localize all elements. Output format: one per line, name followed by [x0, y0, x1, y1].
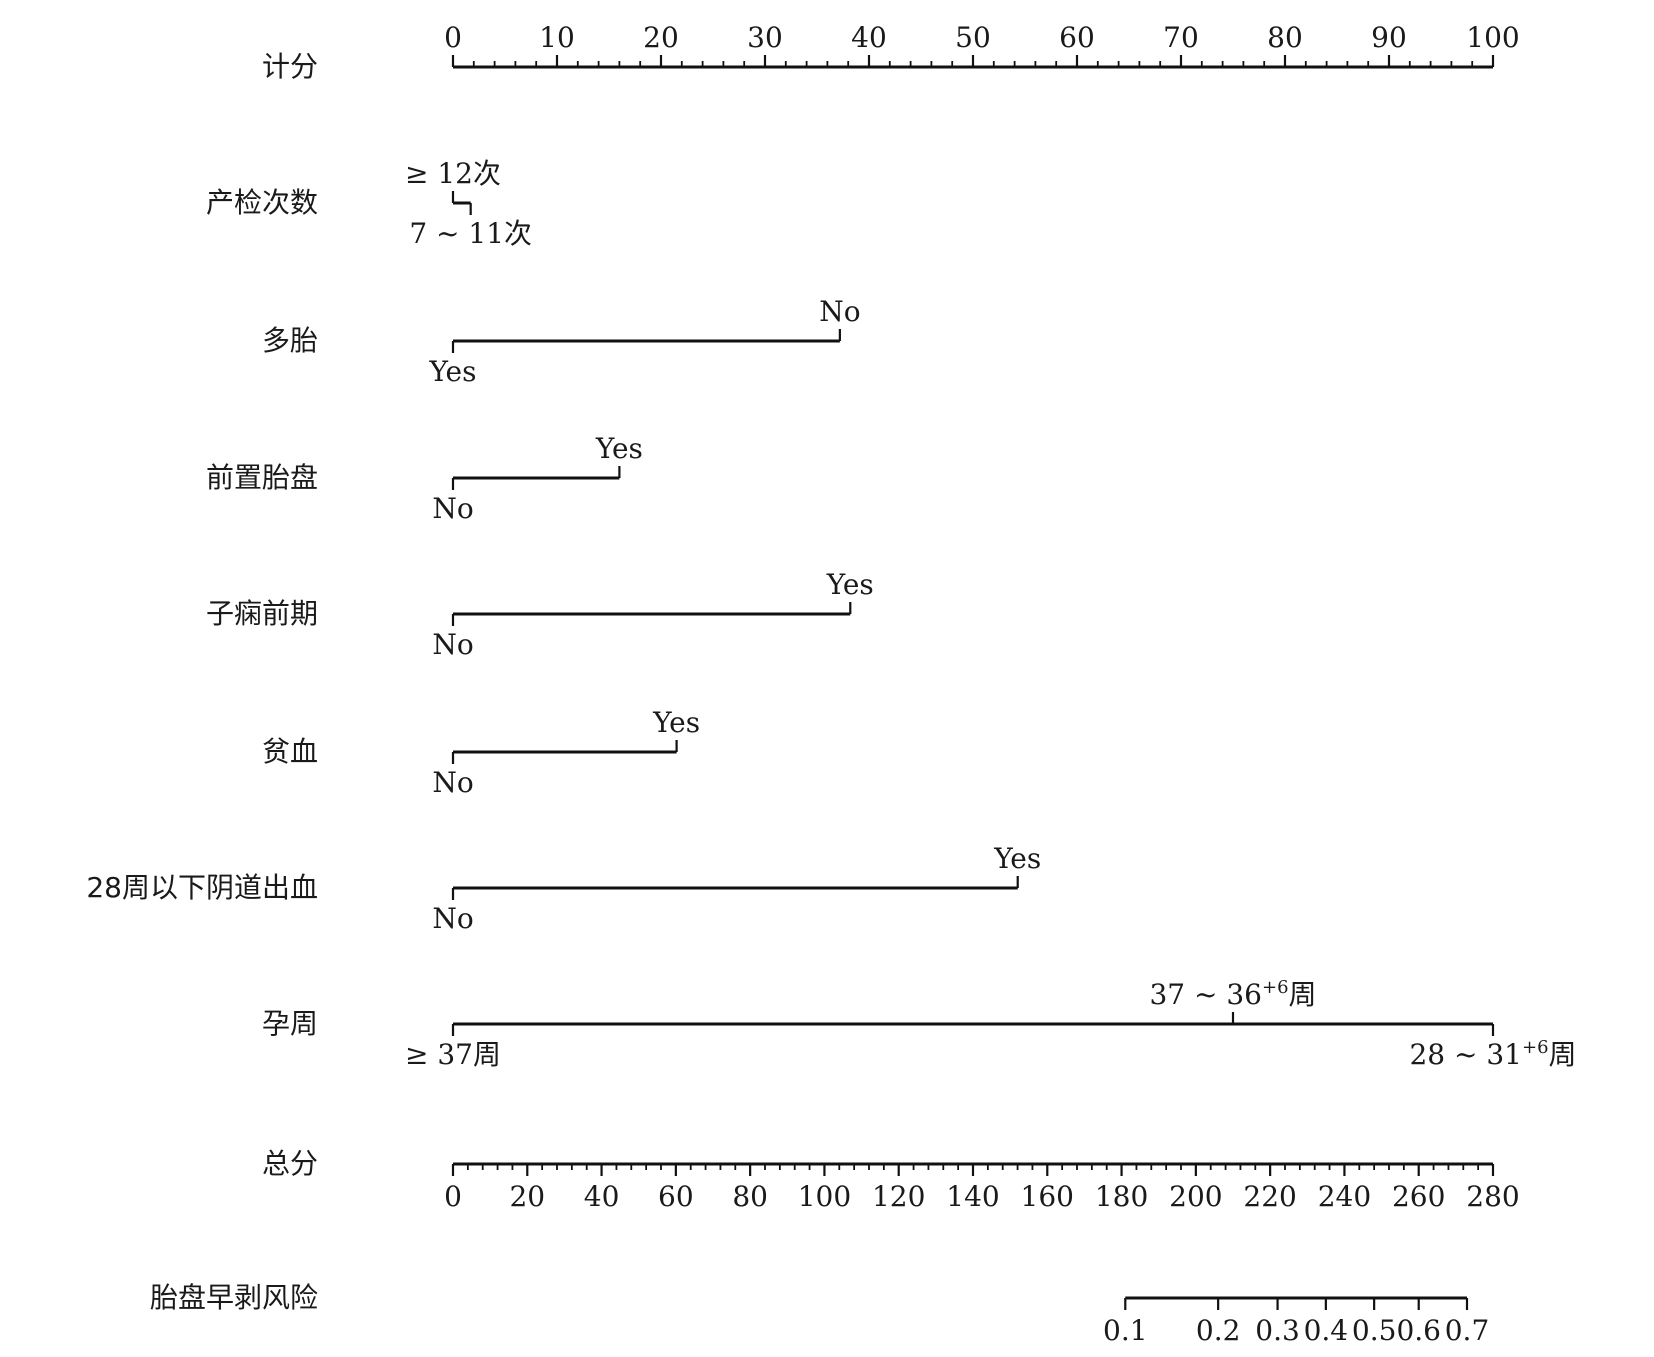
tick-label: 280: [1466, 1180, 1519, 1213]
tick-label: 100: [1466, 21, 1519, 54]
level-label: No: [819, 295, 860, 328]
tick-label: 240: [1318, 1180, 1371, 1213]
level-suffix: 周: [1289, 978, 1317, 1011]
tick-label: 260: [1392, 1180, 1445, 1213]
level-label: Yes: [652, 706, 700, 739]
level-label: 7 ~ 11次: [409, 217, 532, 250]
row-label: 子痫前期: [206, 597, 318, 630]
nomogram-row-2: Yes No: [429, 295, 861, 388]
tick-label: 220: [1243, 1180, 1296, 1213]
row-label: 计分: [262, 50, 318, 83]
tick-label: 90: [1371, 21, 1407, 54]
tick-label: 20: [643, 21, 679, 54]
level-name: 37 ~ 36: [1149, 978, 1262, 1011]
level-name: 28 ~ 31: [1409, 1038, 1522, 1071]
level-name: No: [432, 492, 473, 525]
level-name: No: [432, 628, 473, 661]
level-name: No: [432, 766, 473, 799]
nomogram-row-6: No Yes: [432, 842, 1041, 935]
level-label: No: [432, 902, 473, 935]
level-superscript: +6: [1522, 1037, 1549, 1058]
tick-label: 100: [798, 1180, 851, 1213]
nomogram-row-5: No Yes: [432, 706, 700, 799]
row-label: 贫血: [262, 735, 318, 768]
tick-label: 20: [509, 1180, 545, 1213]
level-name: 7 ~ 11次: [409, 217, 532, 250]
level-label: 28 ~ 31+6周: [1409, 1037, 1576, 1071]
nomogram-row-9: [1124, 1296, 1469, 1310]
level-name: Yes: [595, 432, 643, 465]
row-label: 产检次数: [206, 186, 318, 219]
nomogram-row-3: No Yes: [432, 432, 643, 525]
row-label: 前置胎盘: [206, 461, 318, 494]
level-label: No: [432, 492, 473, 525]
risk-tick-label: 0.5: [1352, 1314, 1397, 1347]
tick-label: 50: [955, 21, 991, 54]
tick-label: 140: [946, 1180, 999, 1213]
risk-tick-label: 0.4: [1304, 1314, 1349, 1347]
row-label: 多胎: [262, 324, 318, 357]
level-name: ≥ 37周: [405, 1038, 501, 1071]
level-label: Yes: [993, 842, 1041, 875]
level-name: Yes: [826, 568, 874, 601]
tick-label: 60: [658, 1180, 694, 1213]
tick-label: 160: [1021, 1180, 1074, 1213]
row-label: 孕周: [262, 1007, 318, 1040]
row-label: 总分: [262, 1147, 318, 1180]
risk-tick-label: 0.7: [1445, 1314, 1490, 1347]
nomogram-row-8: [451, 1162, 1495, 1176]
risk-tick-label: 0.2: [1196, 1314, 1241, 1347]
level-label: 37 ~ 36+6周: [1149, 977, 1316, 1011]
nomogram-row-4: No Yes: [432, 568, 873, 661]
level-label: Yes: [826, 568, 874, 601]
tick-label: 180: [1095, 1180, 1148, 1213]
tick-label: 10: [539, 21, 575, 54]
risk-tick-label: 0.6: [1396, 1314, 1441, 1347]
level-name: ≥ 12次: [405, 157, 501, 190]
tick-label: 60: [1059, 21, 1095, 54]
level-name: No: [432, 902, 473, 935]
level-label: ≥ 12次: [405, 157, 501, 190]
level-name: Yes: [993, 842, 1041, 875]
level-suffix: 周: [1549, 1038, 1577, 1071]
risk-tick-label: 0.3: [1255, 1314, 1300, 1347]
level-name: No: [819, 295, 860, 328]
tick-label: 40: [851, 21, 887, 54]
tick-label: 70: [1163, 21, 1199, 54]
tick-label: 40: [584, 1180, 620, 1213]
tick-label: 0: [444, 1180, 462, 1213]
level-label: No: [432, 766, 473, 799]
row-label: 胎盘早剥风险: [150, 1281, 318, 1314]
row-label: 28周以下阴道出血: [86, 871, 318, 904]
level-superscript: +6: [1262, 977, 1289, 998]
tick-label: 80: [1267, 21, 1303, 54]
level-name: Yes: [652, 706, 700, 739]
tick-label: 80: [732, 1180, 768, 1213]
level-label: ≥ 37周: [405, 1038, 501, 1071]
risk-tick-label: 0.1: [1103, 1314, 1148, 1347]
tick-label: 30: [747, 21, 783, 54]
nomogram-row-1: ≥ 12次 7 ~ 11次: [405, 157, 532, 250]
tick-label: 120: [872, 1180, 925, 1213]
tick-label: 0: [444, 21, 462, 54]
tick-label: 200: [1169, 1180, 1222, 1213]
level-label: Yes: [429, 355, 477, 388]
level-name: Yes: [429, 355, 477, 388]
level-label: No: [432, 628, 473, 661]
nomogram-row-0: [451, 55, 1495, 69]
level-label: Yes: [595, 432, 643, 465]
